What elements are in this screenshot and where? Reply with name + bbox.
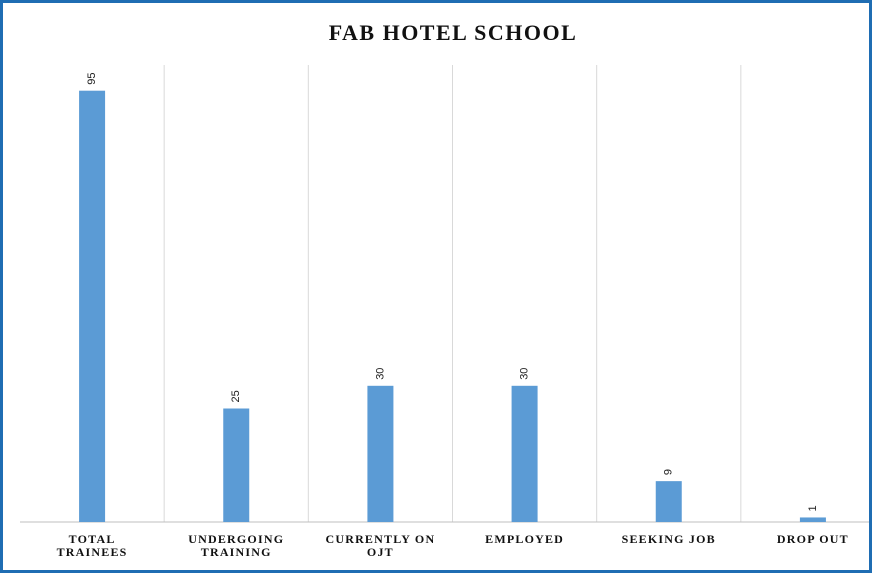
bar — [223, 408, 250, 522]
value-label: 30 — [374, 368, 386, 380]
x-tick-label: EMPLOYED — [485, 532, 565, 546]
x-tick-label: UNDERGOING TRAINING — [188, 532, 285, 559]
bar — [799, 517, 826, 522]
bar — [511, 385, 538, 522]
bar — [655, 481, 682, 522]
x-tick-label: DROP OUT — [776, 532, 849, 546]
bar — [79, 90, 106, 522]
chart: FAB HOTEL SCHOOL 95 25 30 30 9 1 — [20, 20, 869, 523]
x-tick-label: TOTAL TRAINEES — [56, 532, 128, 559]
value-label: 30 — [518, 368, 530, 380]
chart-title: FAB HOTEL SCHOOL — [329, 20, 578, 45]
x-tick-label: CURRENTLY ON OJT — [325, 532, 436, 559]
value-label: 1 — [807, 505, 819, 511]
value-label: 95 — [86, 72, 98, 84]
x-tick-label: SEEKING JOB — [621, 532, 716, 546]
bar — [367, 385, 394, 522]
value-label: 9 — [663, 469, 675, 475]
value-label: 25 — [230, 390, 242, 402]
